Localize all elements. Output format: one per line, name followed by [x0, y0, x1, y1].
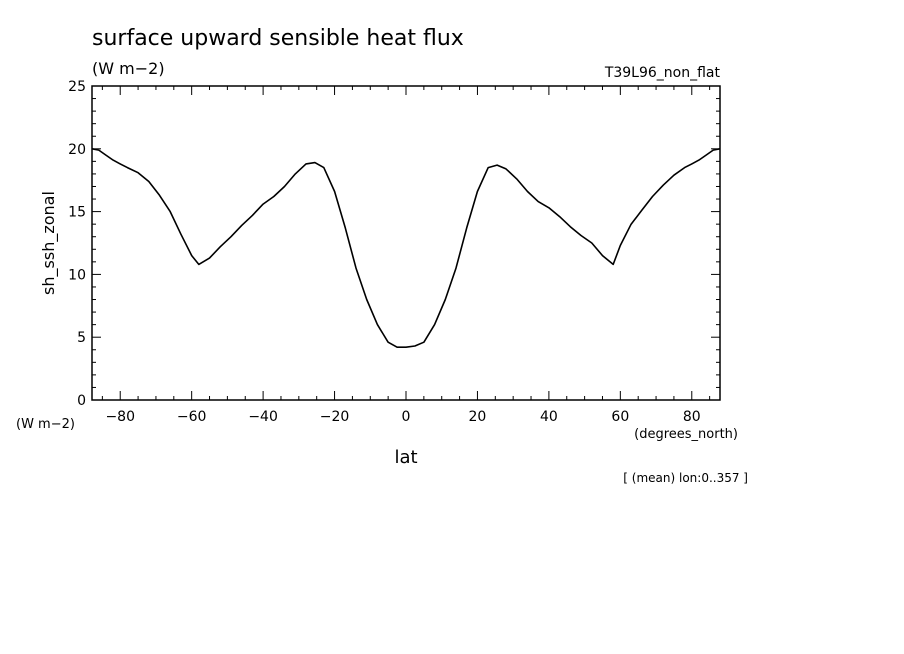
- x-tick-label: 0: [402, 409, 411, 425]
- y-tick-label: 20: [68, 142, 86, 158]
- x-tick-label: −20: [320, 409, 350, 425]
- y-tick-label: 5: [77, 330, 86, 346]
- y-tick-label: 25: [68, 79, 86, 95]
- chart-units: (W m−2): [92, 59, 165, 78]
- y-tick-label: 10: [68, 267, 86, 283]
- x-tick-label: 40: [540, 409, 558, 425]
- x-tick-label: 20: [469, 409, 487, 425]
- plot-axes: −80 −60 −40 −20 0 20 40 60 80 0 5 10 15 20 25: [68, 79, 720, 425]
- y-axis-units: (W m−2): [16, 417, 75, 432]
- x-tick-label: −80: [105, 409, 135, 425]
- plot-frame: [91, 85, 721, 401]
- x-tick-label: −60: [177, 409, 207, 425]
- x-tick-label: 80: [683, 409, 701, 425]
- chart-title: surface upward sensible heat flux: [92, 26, 464, 51]
- x-tick-label: −40: [248, 409, 278, 425]
- y-tick-label: 15: [68, 205, 86, 221]
- x-axis-units: (degrees_north): [634, 427, 738, 442]
- x-axis-label: lat: [394, 447, 417, 468]
- y-axis-label: sh_ssh_zonal: [39, 191, 59, 295]
- run-label: T39L96_non_flat: [604, 65, 721, 81]
- footnote: [ (mean) lon:0..357 ]: [623, 471, 748, 485]
- series-line: [91, 148, 721, 348]
- y-tick-label: 0: [77, 393, 86, 409]
- x-tick-label: 60: [611, 409, 629, 425]
